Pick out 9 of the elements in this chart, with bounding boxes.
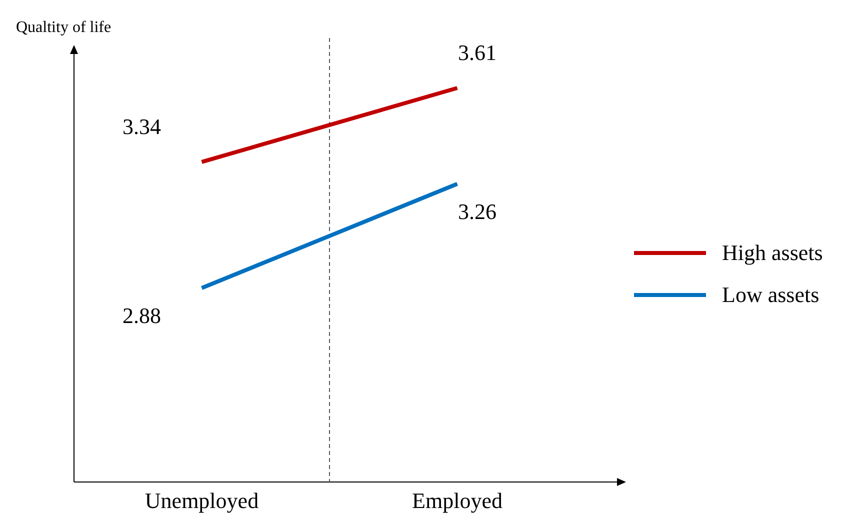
data-label: 3.26: [458, 198, 496, 224]
x-tick-label: Unemployed: [144, 488, 259, 513]
legend-label: Low assets: [722, 282, 820, 307]
data-label: 2.88: [122, 303, 161, 328]
data-label: 3.34: [122, 114, 161, 139]
y-axis-title: Qualtity of life: [16, 19, 112, 36]
data-label: 3.61: [458, 40, 496, 65]
x-tick-label: Employed: [412, 488, 502, 513]
legend-label: High assets: [722, 240, 823, 265]
